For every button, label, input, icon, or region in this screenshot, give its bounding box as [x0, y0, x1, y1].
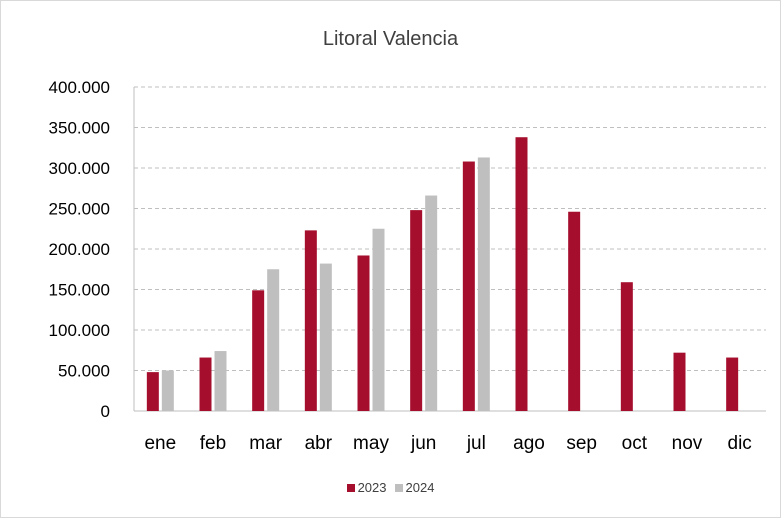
bar-2023-ene: [146, 372, 159, 411]
bar-2023-dic: [726, 357, 739, 411]
y-tick-label: 400.000: [49, 78, 110, 97]
x-tick-label: jun: [410, 433, 436, 454]
bar-2023-jun: [410, 210, 423, 411]
bar-2023-ago: [515, 137, 528, 411]
y-tick-label: 350.000: [49, 119, 110, 138]
x-tick-label: nov: [672, 433, 703, 454]
x-tick-label: feb: [200, 433, 226, 454]
legend-label-2024: 2024: [405, 480, 435, 495]
x-tick-label: jul: [466, 433, 486, 454]
bar-2023-feb: [199, 357, 212, 411]
bar-2024-jun: [425, 195, 438, 411]
x-tick-label: ene: [144, 433, 176, 454]
bar-2024-abr: [319, 263, 332, 411]
y-tick-label: 100.000: [49, 321, 110, 340]
x-tick-label: mar: [249, 433, 282, 454]
x-tick-label: may: [353, 433, 389, 454]
x-tick-label: ago: [513, 433, 545, 454]
y-tick-label: 250.000: [49, 200, 110, 219]
bar-2023-jul: [462, 161, 475, 411]
bar-2024-ene: [161, 370, 174, 411]
legend-item-2024: 2024: [394, 480, 435, 495]
legend-label-2023: 2023: [357, 480, 387, 495]
y-tick-label: 200.000: [49, 240, 110, 259]
bar-2023-may: [357, 255, 370, 411]
legend-item-2023: 2023: [346, 480, 387, 495]
y-tick-label: 300.000: [49, 159, 110, 178]
chart-title: Litoral Valencia: [322, 28, 459, 50]
bar-2023-abr: [304, 230, 317, 411]
y-tick-label: 0: [101, 402, 110, 421]
x-tick-label: abr: [305, 433, 333, 454]
bar-2024-may: [372, 228, 385, 411]
bar-2023-sep: [568, 211, 581, 411]
x-tick-label: oct: [622, 433, 648, 454]
x-tick-label: sep: [566, 433, 597, 454]
bar-2024-mar: [267, 269, 280, 411]
chart-legend: 2023 2024: [0, 480, 781, 495]
bar-2023-mar: [252, 290, 265, 411]
y-tick-label: 50.000: [58, 362, 110, 381]
y-tick-label: 150.000: [49, 281, 110, 300]
bar-2023-nov: [673, 352, 686, 411]
bar-2024-jul: [477, 157, 490, 411]
bar-2023-oct: [620, 282, 633, 411]
bar-2024-feb: [214, 351, 227, 411]
legend-swatch-2024: [394, 483, 403, 492]
legend-swatch-2023: [346, 483, 355, 492]
x-tick-label: dic: [728, 433, 752, 454]
